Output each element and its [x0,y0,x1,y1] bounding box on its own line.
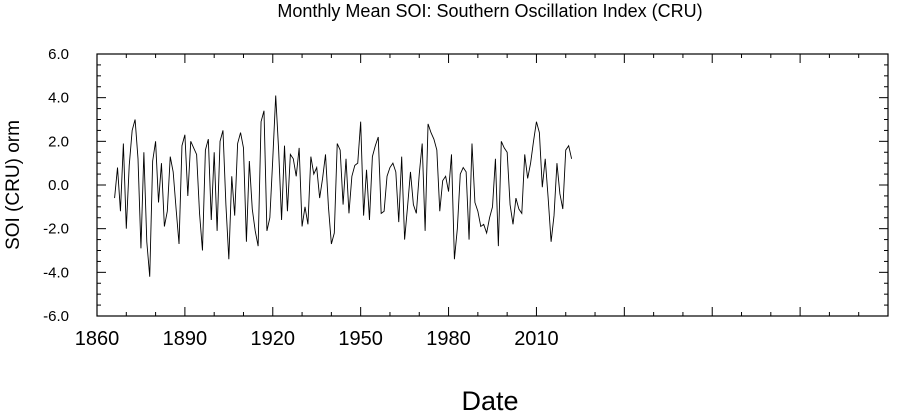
soi-series-line [114,95,573,277]
x-tick-label: 1860 [75,328,120,350]
y-tick-label: -4.0 [43,264,69,281]
y-tick-label: 4.0 [48,90,69,107]
y-tick-label: 0.0 [48,177,69,194]
x-tick-label: 2010 [514,328,559,350]
x-tick-label: 1920 [251,328,296,350]
major-ticks [96,53,889,317]
minor-ticks [97,54,888,316]
y-tick-label: -6.0 [43,308,69,325]
y-tick-labels: 6.0 4.0 2.0 0.0 -2.0 -4.0 -6.0 [43,46,69,325]
x-tick-label: 1890 [163,328,208,350]
y-tick-label: -2.0 [43,221,69,238]
y-tick-label: 6.0 [48,46,69,63]
chart-title: Monthly Mean SOI: Southern Oscillation I… [277,1,702,21]
x-tick-label: 1980 [426,328,471,350]
x-tick-label: 1950 [338,328,383,350]
x-axis-label: Date [461,386,518,416]
y-tick-label: 2.0 [48,133,69,150]
y-axis-label: SOI (CRU) orm [3,120,24,250]
x-tick-labels: 1860 1890 1920 1950 1980 2010 [75,328,559,350]
